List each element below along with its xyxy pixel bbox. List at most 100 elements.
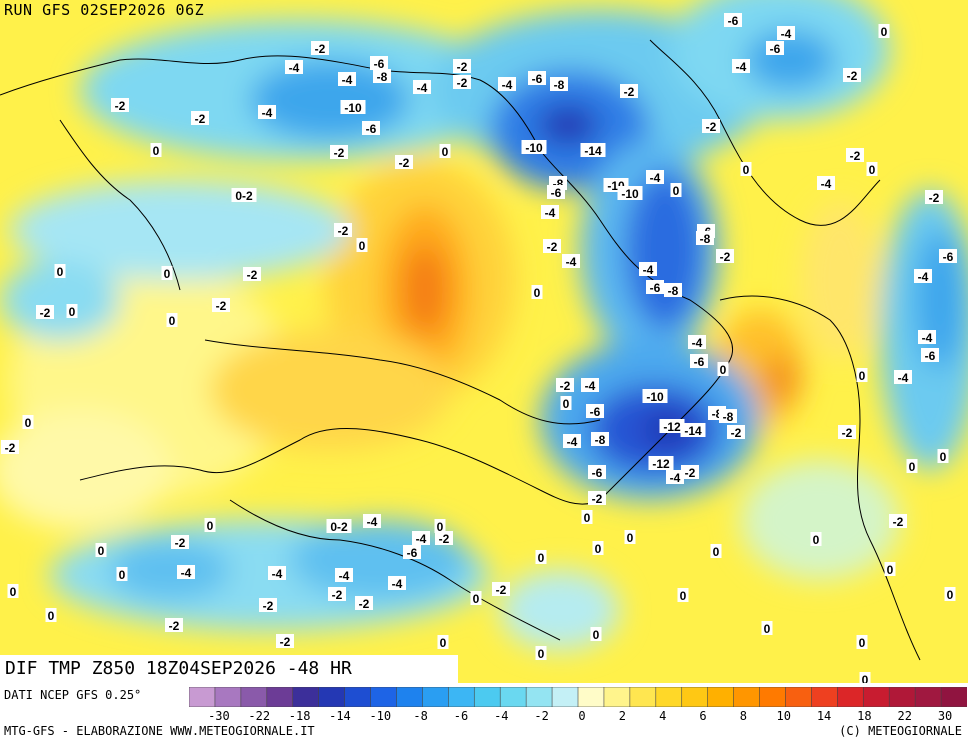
legend-tick-label: 30 bbox=[938, 709, 952, 723]
contour-label-bg bbox=[403, 545, 421, 559]
contour-label: -4 bbox=[342, 73, 353, 87]
contour-label: -8 bbox=[377, 70, 388, 84]
contour-label: 0-2 bbox=[235, 189, 253, 203]
legend-tick-label: -4 bbox=[494, 709, 508, 723]
contour-label: 0 bbox=[947, 588, 954, 602]
contour-label-bg bbox=[556, 378, 574, 392]
contour-label-bg bbox=[243, 267, 261, 281]
contour-label: 0 bbox=[25, 416, 32, 430]
legend-swatch bbox=[396, 687, 424, 707]
contour-label: -6 bbox=[770, 42, 781, 56]
contour-label: -8 bbox=[554, 78, 565, 92]
contour-label: -4 bbox=[367, 515, 378, 529]
temperature-anomaly-map: -2-4 -6-8-4-2-2-4 -4 -6 -8 -2-6-6-4-4-20-2-2-… bbox=[0, 0, 968, 683]
contour-label: 0 bbox=[473, 592, 480, 606]
legend-swatch bbox=[940, 687, 967, 707]
contour-label: -2 bbox=[115, 99, 126, 113]
contour-label-bg bbox=[690, 354, 708, 368]
contour-label: 0 bbox=[440, 636, 447, 650]
contour-label-bg bbox=[165, 618, 183, 632]
contour-label: 0 bbox=[57, 265, 64, 279]
contour-label-bg bbox=[373, 69, 391, 83]
contour-label: 0 bbox=[538, 647, 545, 661]
contour-label-bg bbox=[543, 239, 561, 253]
legend-swatch bbox=[473, 687, 501, 707]
contour-label-bg bbox=[581, 378, 599, 392]
legend-tick-label: -6 bbox=[454, 709, 468, 723]
contour-label: 0-2 bbox=[330, 520, 348, 534]
legend-swatch bbox=[837, 687, 865, 707]
contour-label: -4 bbox=[392, 577, 403, 591]
contour-label-bg bbox=[592, 541, 604, 555]
contour-label-bg bbox=[150, 143, 162, 157]
contour-label: 0 bbox=[720, 363, 727, 377]
contour-label: 0 bbox=[359, 239, 366, 253]
legend-tick-label: 14 bbox=[817, 709, 831, 723]
contour-label: 0 bbox=[437, 520, 444, 534]
contour-label-bg bbox=[588, 465, 606, 479]
legend-tick-label: -2 bbox=[534, 709, 548, 723]
contour-label-bg bbox=[470, 591, 482, 605]
contour-label: -6 bbox=[407, 546, 418, 560]
contour-label: -6 bbox=[925, 349, 936, 363]
contour-label-bg bbox=[492, 582, 510, 596]
contour-label: -6 bbox=[592, 466, 603, 480]
contour-label: -6 bbox=[650, 281, 661, 295]
contour-label-bg bbox=[22, 415, 34, 429]
legend-swatch bbox=[759, 687, 787, 707]
contour-label: -8 bbox=[723, 410, 734, 424]
legend-swatch bbox=[499, 687, 527, 707]
contour-label-bg bbox=[356, 238, 368, 252]
data-source: DATI NCEP GFS 0.25° bbox=[4, 688, 142, 702]
contour-label: -12 bbox=[652, 457, 670, 471]
contour-label-bg bbox=[326, 519, 352, 533]
contour-label: -8 bbox=[700, 232, 711, 246]
contour-label-bg bbox=[688, 335, 706, 349]
contour-label-bg bbox=[766, 41, 784, 55]
contour-label-bg bbox=[311, 41, 329, 55]
contour-label-bg bbox=[562, 254, 580, 268]
contour-label: -6 bbox=[694, 355, 705, 369]
contour-label: 0 bbox=[563, 397, 570, 411]
contour-label: -4 bbox=[262, 106, 273, 120]
contour-label-bg bbox=[937, 449, 949, 463]
legend-swatch bbox=[318, 687, 346, 707]
contour-label-bg bbox=[45, 608, 57, 622]
contour-label-bg bbox=[624, 530, 636, 544]
contour-label: -8 bbox=[595, 433, 606, 447]
contour-label: -4 bbox=[918, 270, 929, 284]
contour-label-bg bbox=[856, 368, 868, 382]
contour-label-bg bbox=[541, 205, 559, 219]
contour-label: -4 bbox=[545, 206, 556, 220]
legend-swatch bbox=[214, 687, 242, 707]
contour-label-bg bbox=[884, 562, 896, 576]
contour-label: -6 bbox=[728, 14, 739, 28]
contour-label-bg bbox=[171, 535, 189, 549]
contour-label: -4 bbox=[272, 567, 283, 581]
contour-label: 0 bbox=[743, 163, 750, 177]
contour-label-bg bbox=[437, 635, 449, 649]
contour-label: -6 bbox=[590, 405, 601, 419]
contour-label: 0 bbox=[98, 544, 105, 558]
contour-label: -2 bbox=[457, 60, 468, 74]
contour-label: 0 bbox=[859, 369, 866, 383]
contour-label: 0 bbox=[627, 531, 634, 545]
contour-label-bg bbox=[914, 269, 932, 283]
contour-label: -2 bbox=[893, 515, 904, 529]
contour-label-bg bbox=[717, 362, 729, 376]
legend-swatch bbox=[240, 687, 268, 707]
contour-label-bg bbox=[639, 262, 657, 276]
contour-label-bg bbox=[680, 423, 706, 437]
contour-label: -14 bbox=[584, 144, 602, 158]
contour-label-bg bbox=[334, 223, 352, 237]
run-title: RUN GFS 02SEP2026 06Z bbox=[4, 1, 205, 19]
contour-label: 0 bbox=[813, 533, 820, 547]
contour-label-bg bbox=[846, 148, 864, 162]
contour-label-bg bbox=[7, 584, 19, 598]
contour-label: -2 bbox=[332, 588, 343, 602]
contour-label: -10 bbox=[621, 187, 639, 201]
contour-label-bg bbox=[590, 627, 602, 641]
contour-label-bg bbox=[889, 514, 907, 528]
contour-label-bg bbox=[54, 264, 66, 278]
contour-label: 0 bbox=[593, 628, 600, 642]
